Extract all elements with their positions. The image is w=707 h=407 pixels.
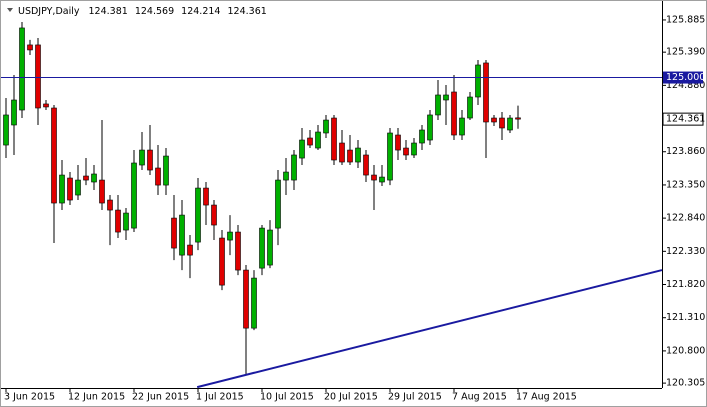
header-open: 124.381: [89, 6, 128, 17]
candle-body: [179, 214, 185, 256]
candle-body: [107, 199, 113, 211]
candle-body: [443, 94, 449, 101]
candle-body: [195, 187, 201, 243]
candle-body: [291, 154, 297, 181]
candle-body: [19, 27, 25, 111]
candle-body: [155, 167, 161, 186]
candle-body: [411, 142, 417, 156]
candle-body: [395, 134, 401, 151]
candle-body: [11, 99, 17, 126]
candle-body: [75, 179, 81, 196]
y-tick-label: 122.330: [666, 246, 705, 257]
candle-body: [91, 173, 97, 183]
candle-body: [275, 179, 281, 229]
candle-body: [83, 175, 89, 181]
symbol-icon: [7, 8, 13, 12]
candle-body: [507, 117, 513, 131]
header-low: 124.214: [181, 6, 220, 17]
candle-body: [299, 139, 305, 159]
candle-body: [307, 137, 313, 146]
candle-body: [475, 64, 481, 98]
candle-body: [3, 114, 9, 146]
candle-body: [251, 277, 257, 329]
candle-body: [171, 217, 177, 249]
price-label: 124.361: [666, 114, 705, 125]
candle-body: [51, 107, 57, 204]
price-box: [662, 112, 704, 126]
candle-body: [427, 114, 433, 141]
candle-body: [123, 212, 129, 231]
candle-body: [331, 117, 337, 161]
candle-body: [27, 44, 33, 51]
candle-body: [499, 117, 505, 129]
y-tick-label: 123.350: [666, 179, 705, 190]
candle-body: [59, 174, 65, 204]
x-tick-label: 1 Jul 2015: [196, 392, 244, 403]
y-tick-label: 121.310: [666, 312, 705, 323]
candle-body: [211, 204, 217, 226]
header-high: 124.569: [135, 6, 174, 17]
candle-body: [435, 94, 441, 116]
candle-body: [203, 187, 209, 206]
level-label-box: [663, 71, 703, 84]
candle-body: [467, 96, 473, 119]
candle-body: [315, 131, 321, 149]
y-tick-label: 125.390: [666, 47, 705, 58]
x-tick-label: 22 Jun 2015: [132, 392, 189, 403]
candle-body: [267, 229, 273, 266]
trend-line: [196, 269, 663, 389]
y-tick-label: 123.860: [666, 146, 705, 157]
candle-body: [515, 117, 521, 120]
candle-body: [339, 142, 345, 163]
candle-body: [259, 227, 265, 269]
candle-body: [363, 154, 369, 176]
candle-body: [35, 44, 41, 109]
header-symbol: USDJPY,Daily: [18, 6, 80, 17]
candle-body: [491, 117, 497, 123]
candle-body: [219, 237, 225, 286]
y-tick-label: 122.840: [666, 213, 705, 224]
candle-body: [379, 176, 385, 183]
y-tick-label: 120.305: [666, 378, 705, 389]
candle-body: [387, 132, 393, 181]
candle-body: [235, 231, 241, 271]
header: USDJPY,Daily 124.381 124.569 124.214 124…: [18, 6, 267, 17]
candle-body: [451, 91, 457, 136]
x-tick-label: 20 Jul 2015: [324, 392, 378, 403]
candle-body: [115, 209, 121, 233]
candle-body: [347, 149, 353, 163]
x-tick-label: 7 Aug 2015: [452, 392, 507, 403]
candle-body: [483, 62, 489, 123]
y-tick-label: 125.885: [666, 14, 705, 25]
candle-body: [43, 103, 49, 108]
candle-body: [355, 147, 361, 163]
candle-body: [459, 117, 465, 136]
candle-body: [139, 149, 145, 166]
y-tick-label: 124.880: [666, 80, 705, 91]
candle-body: [283, 171, 289, 181]
y-tick-label: 120.800: [666, 345, 705, 356]
x-tick-label: 17 Aug 2015: [516, 392, 577, 403]
candle-body: [99, 179, 105, 204]
candle-body: [147, 149, 153, 171]
candle-body: [163, 155, 169, 186]
candle-body: [419, 129, 425, 144]
candle-body: [131, 162, 137, 229]
candle-body: [323, 119, 329, 134]
y-tick-label: 121.820: [666, 279, 705, 290]
x-tick-label: 12 Jun 2015: [68, 392, 125, 403]
candle-body: [243, 269, 249, 329]
x-tick-label: 29 Jul 2015: [388, 392, 442, 403]
candle-body: [227, 231, 233, 241]
x-tick-label: 3 Jun 2015: [4, 392, 55, 403]
candle-body: [67, 177, 73, 201]
level-label: 125.000: [666, 72, 705, 83]
x-tick-label: 10 Jul 2015: [260, 392, 314, 403]
candle-body: [371, 174, 377, 181]
header-close: 124.361: [228, 6, 267, 17]
candle-body: [403, 147, 409, 156]
candle-body: [187, 244, 193, 256]
